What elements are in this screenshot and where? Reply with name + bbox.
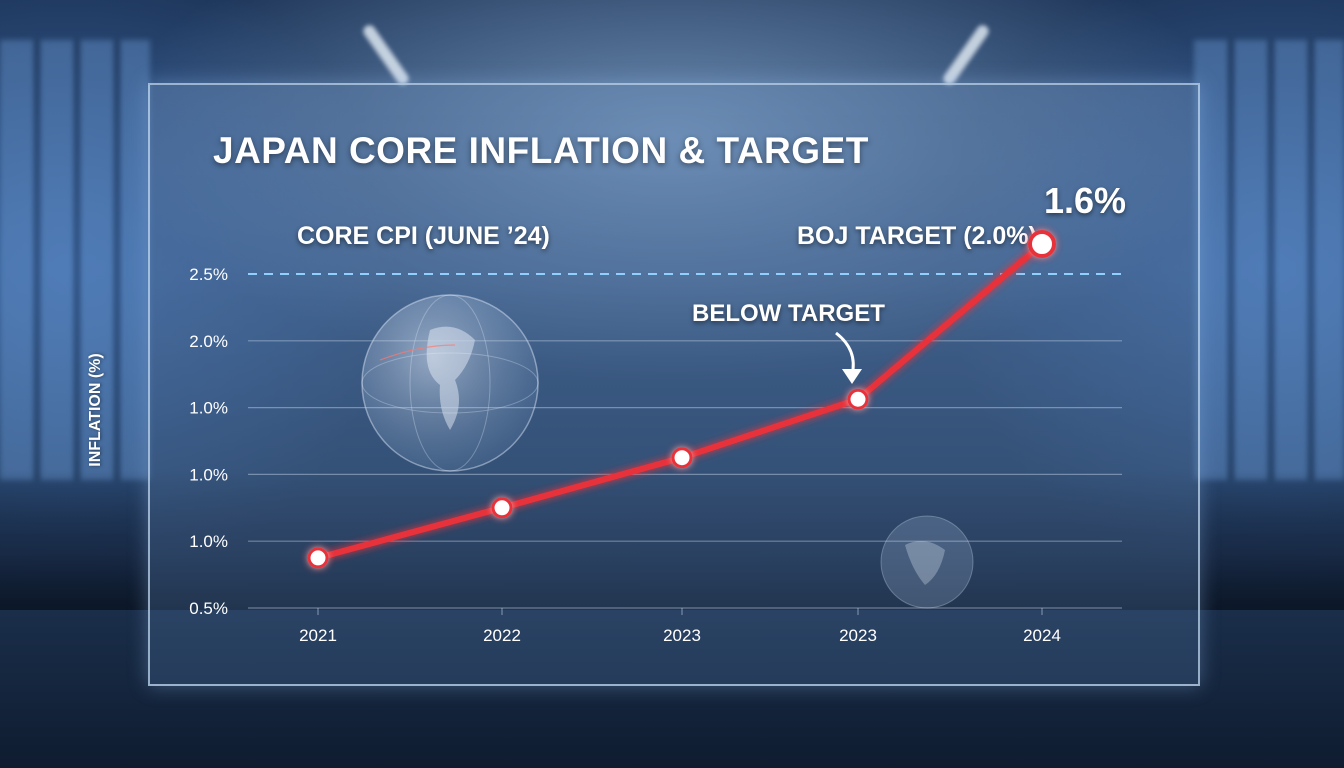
data-point bbox=[307, 547, 329, 569]
data-point bbox=[491, 497, 513, 519]
data-point bbox=[847, 388, 869, 410]
y-tick-label: 2.5% bbox=[189, 265, 228, 284]
desk-row bbox=[0, 470, 1344, 610]
right-screen-wall bbox=[1194, 40, 1344, 480]
latest-value-annotation: 1.6% bbox=[1044, 180, 1127, 221]
y-tick-label: 1.0% bbox=[189, 465, 228, 484]
x-tick-label: 2021 bbox=[299, 626, 337, 645]
globe-icon bbox=[361, 294, 539, 472]
x-tick-label: 2023 bbox=[839, 626, 877, 645]
small-globe-icon bbox=[880, 515, 974, 609]
chart-panel bbox=[148, 83, 1200, 686]
x-tick-label: 2024 bbox=[1023, 626, 1061, 645]
data-point bbox=[671, 447, 693, 469]
boj-target-annotation: BOJ TARGET (2.0%) bbox=[797, 222, 1037, 250]
y-axis-ticks: 0.5% 1.0% 1.0% 1.0% 2.0% 2.5% bbox=[189, 265, 228, 618]
data-points bbox=[307, 230, 1056, 569]
x-axis-ticks: 2021 2022 2023 2023 2024 bbox=[299, 608, 1061, 645]
y-tick-label: 1.0% bbox=[189, 399, 228, 418]
gridlines bbox=[248, 340, 1122, 609]
x-tick-label: 2023 bbox=[663, 626, 701, 645]
left-screen-wall bbox=[0, 40, 150, 480]
y-tick-label: 1.0% bbox=[189, 532, 228, 551]
y-tick-label: 2.0% bbox=[189, 332, 228, 351]
x-tick-label: 2022 bbox=[483, 626, 521, 645]
below-target-annotation: BELOW TARGET bbox=[692, 300, 885, 327]
chart-title: JAPAN CORE INFLATION & TARGET bbox=[213, 130, 869, 171]
data-point bbox=[1028, 230, 1056, 258]
y-tick-label: 0.5% bbox=[189, 599, 228, 618]
core-cpi-annotation: CORE CPI (JUNE ’24) bbox=[297, 222, 550, 250]
below-target-arrow bbox=[835, 331, 862, 384]
